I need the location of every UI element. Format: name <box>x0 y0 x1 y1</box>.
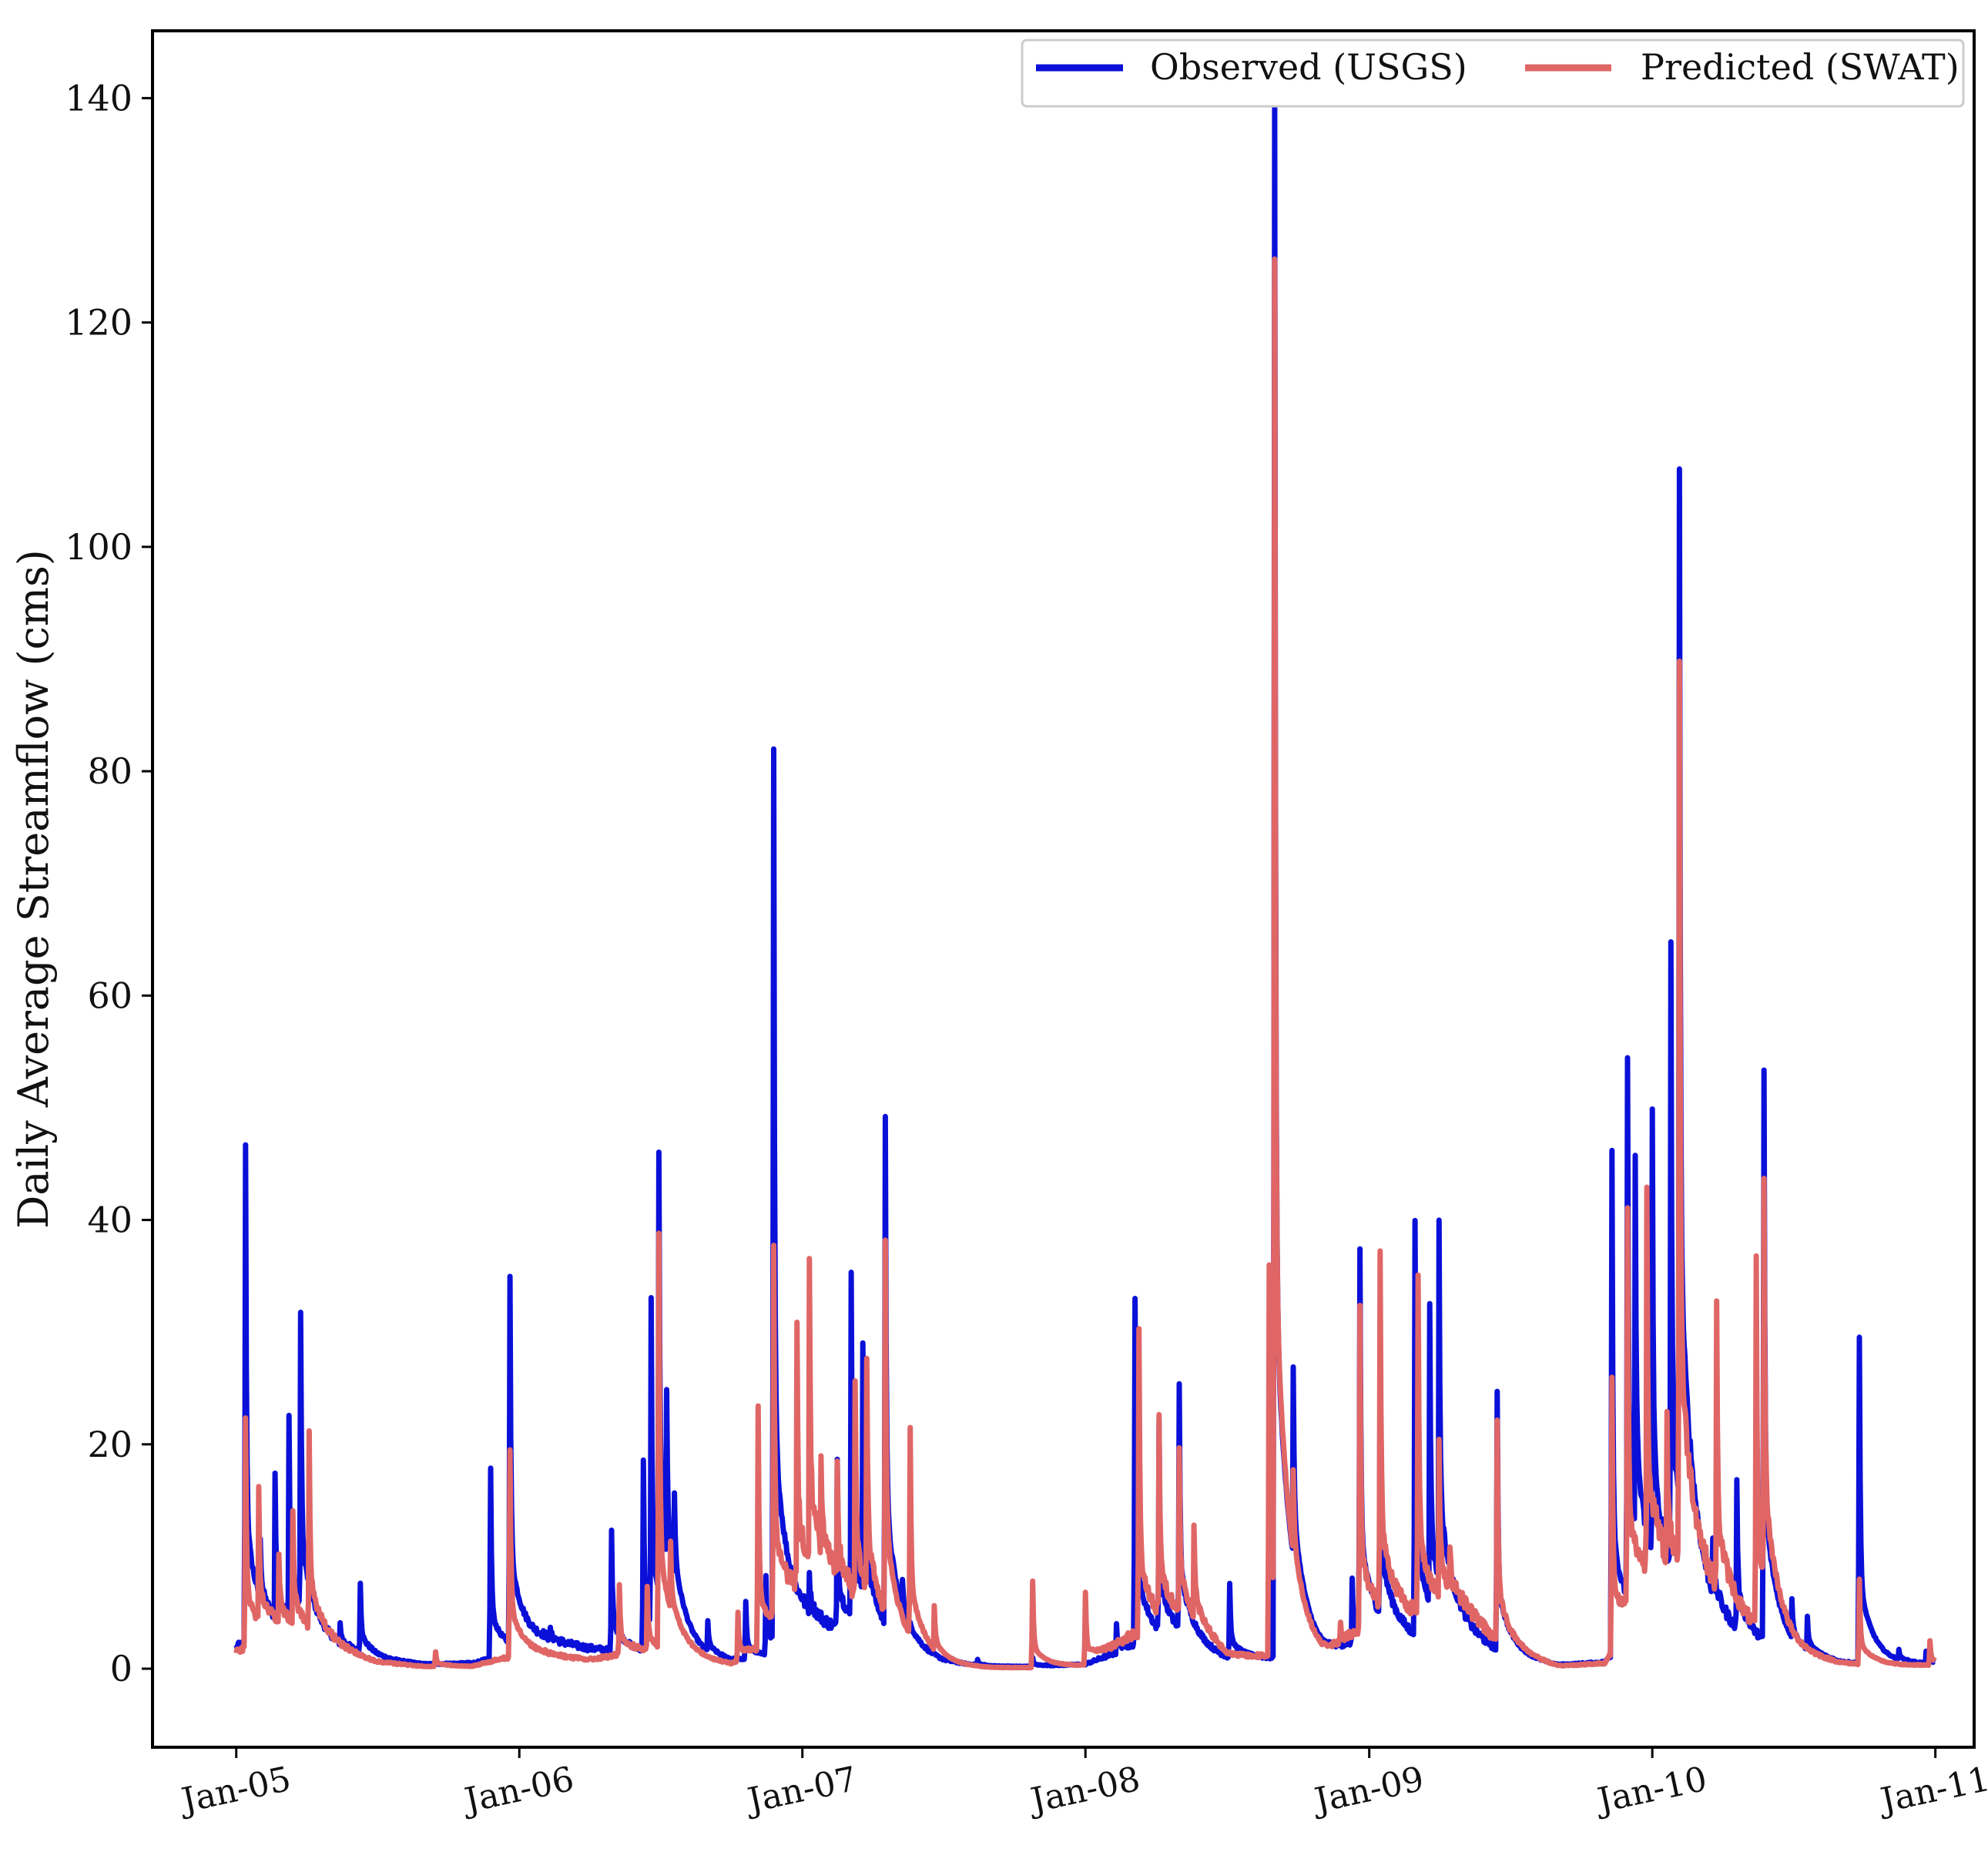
x-tick-label: Jan-06 <box>458 1760 577 1821</box>
legend: Observed (USGS) Predicted (SWAT) <box>1021 39 1965 108</box>
x-tick-label: Jan-10 <box>1591 1760 1710 1821</box>
legend-box <box>1021 39 1965 108</box>
series-line-predicted <box>233 256 1938 1671</box>
legend-label-observed: Observed (USGS) <box>1150 46 1467 88</box>
y-tick-label: 20 <box>87 1424 132 1465</box>
plot-frame <box>151 29 1976 1749</box>
x-tick-label: Jan-08 <box>1024 1760 1143 1821</box>
y-tick-label: 100 <box>65 526 132 568</box>
x-tick-label: Jan-11 <box>1875 1760 1988 1821</box>
y-axis-title: Daily Average Streamflow (cms) <box>9 549 58 1229</box>
x-tick-label: Jan-05 <box>176 1760 294 1821</box>
y-tick-label: 120 <box>65 302 132 344</box>
x-tick-label: Jan-09 <box>1309 1760 1427 1821</box>
y-tick-label: 0 <box>110 1648 132 1689</box>
y-axis: 0 20 40 60 80 100 120 140 <box>65 77 153 1689</box>
y-tick-label: 80 <box>87 750 132 792</box>
plot-area <box>233 96 1938 1671</box>
y-tick-label: 140 <box>65 77 132 119</box>
legend-label-predicted: Predicted (SWAT) <box>1641 46 1960 88</box>
x-axis: Jan-05 Jan-06 Jan-07 Jan-08 Jan-09 Jan-10 Jan-… <box>176 1747 1988 1821</box>
y-tick-label: 40 <box>87 1199 132 1241</box>
y-tick-label: 60 <box>87 975 132 1016</box>
x-tick-label: Jan-07 <box>742 1760 860 1821</box>
